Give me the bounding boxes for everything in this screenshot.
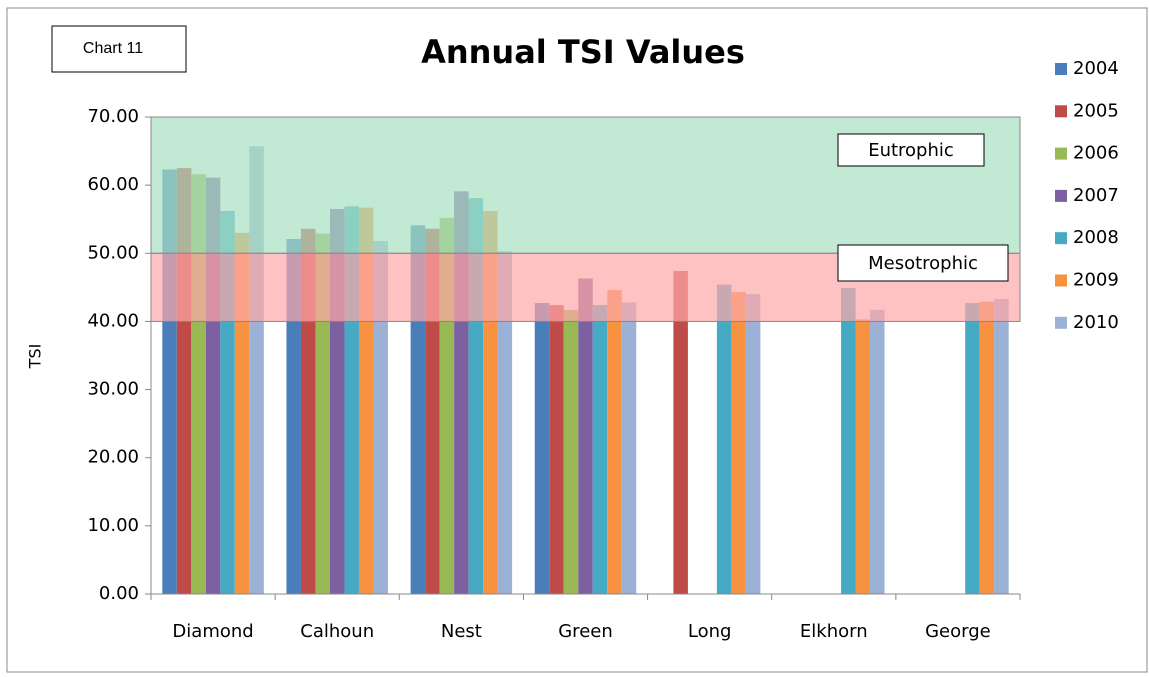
- legend-swatch: [1055, 147, 1067, 160]
- legend-swatch: [1055, 232, 1067, 245]
- bar: [994, 298, 1009, 594]
- bar: [870, 309, 885, 594]
- y-tick-label: 0.00: [99, 583, 139, 604]
- band-label-box: [837, 244, 1009, 282]
- x-tick-label: Diamond: [172, 621, 253, 642]
- x-tick-label: Nest: [441, 621, 482, 642]
- band-label: Eutrophic: [868, 140, 954, 161]
- chart-title: Annual TSI Values: [421, 33, 745, 71]
- bar: [673, 271, 688, 594]
- legend-swatch: [1055, 63, 1067, 75]
- legend-label: 2008: [1073, 227, 1119, 248]
- legend-label: 2006: [1073, 143, 1119, 164]
- bar: [745, 294, 761, 594]
- x-tick-label: George: [925, 621, 991, 642]
- legend-swatch: [1055, 316, 1067, 329]
- legend-label: 2007: [1073, 185, 1119, 206]
- y-tick-label: 30.00: [87, 379, 139, 400]
- x-tick-label: Long: [688, 621, 732, 642]
- bar: [965, 303, 980, 594]
- bar: [621, 302, 637, 594]
- y-tick-label: 50.00: [87, 242, 139, 263]
- x-tick-label: Calhoun: [300, 621, 374, 642]
- legend-swatch: [1055, 105, 1067, 118]
- x-tick-label: Elkhorn: [800, 621, 868, 642]
- bar: [607, 290, 622, 594]
- legend-label: 2004: [1073, 58, 1119, 79]
- y-tick-label: 10.00: [87, 515, 139, 536]
- bar: [979, 301, 995, 594]
- bar: [497, 251, 513, 594]
- legend-swatch: [1055, 274, 1067, 287]
- annotation-box: [51, 25, 187, 73]
- bar: [592, 305, 608, 594]
- bar: [373, 241, 388, 594]
- annotation: Chart 11: [83, 40, 143, 57]
- bar: [731, 292, 746, 594]
- bar: [563, 309, 579, 594]
- bar: [534, 303, 550, 594]
- bar: [716, 284, 732, 594]
- legend-label: 2010: [1073, 312, 1119, 333]
- y-tick-label: 70.00: [87, 106, 139, 127]
- bar: [234, 232, 250, 595]
- legend-swatch: [1055, 189, 1067, 202]
- bar: [855, 319, 871, 594]
- band-label: Mesotrophic: [868, 253, 978, 274]
- legend-label: 2009: [1073, 270, 1119, 291]
- legend-label: 2005: [1073, 100, 1119, 121]
- x-tick-label: Green: [558, 621, 613, 642]
- bar: [315, 233, 330, 594]
- bar: [286, 238, 301, 594]
- band-label-box: [837, 133, 985, 167]
- bar: [841, 288, 856, 594]
- y-tick-label: 40.00: [87, 310, 139, 331]
- y-tick-label: 20.00: [87, 447, 139, 468]
- y-axis-label: TSI: [26, 344, 45, 370]
- y-tick-label: 60.00: [87, 174, 139, 195]
- bar: [578, 278, 593, 594]
- bar: [549, 305, 564, 594]
